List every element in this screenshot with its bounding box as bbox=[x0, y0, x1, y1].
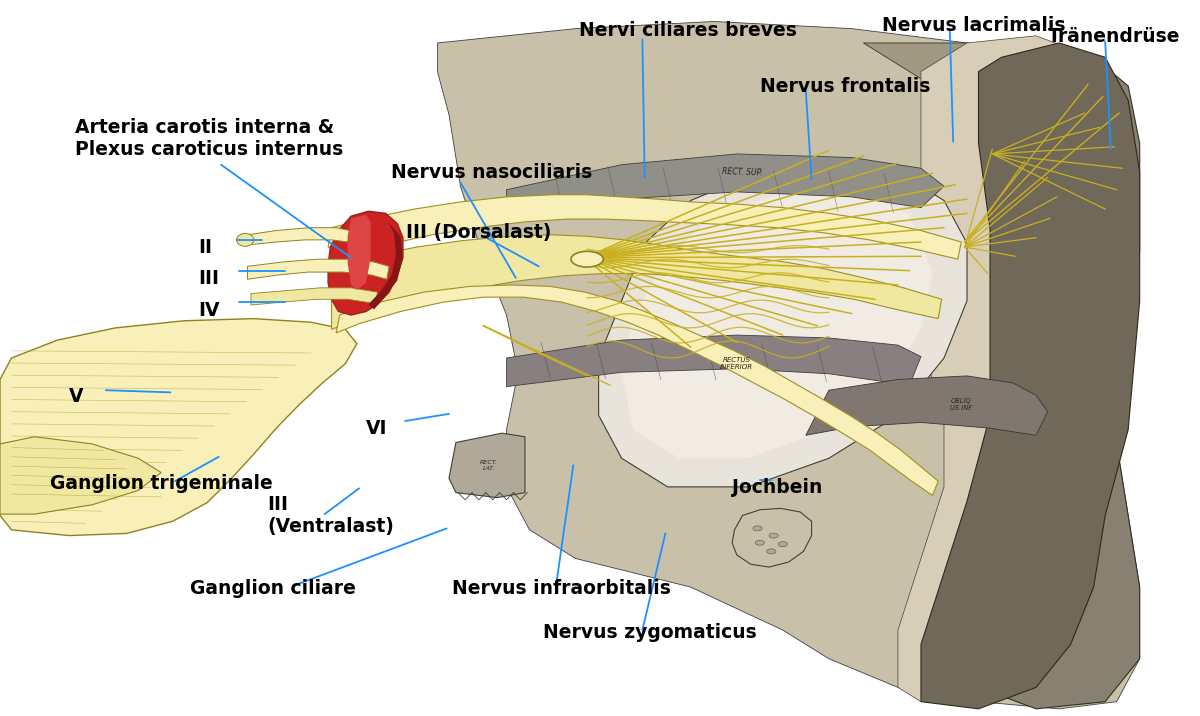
Polygon shape bbox=[336, 285, 938, 495]
Text: Nervus frontalis: Nervus frontalis bbox=[760, 77, 930, 97]
Text: RECT.
LAT.: RECT. LAT. bbox=[480, 460, 498, 471]
Text: II: II bbox=[198, 238, 212, 257]
Text: III: III bbox=[198, 269, 220, 289]
Text: Nervus lacrimalis: Nervus lacrimalis bbox=[882, 16, 1066, 35]
Text: Nervus infraorbitalis: Nervus infraorbitalis bbox=[452, 579, 671, 598]
Ellipse shape bbox=[779, 542, 787, 547]
Polygon shape bbox=[622, 186, 932, 458]
Polygon shape bbox=[348, 215, 371, 290]
Polygon shape bbox=[328, 211, 403, 315]
Polygon shape bbox=[331, 235, 942, 329]
Polygon shape bbox=[732, 508, 811, 567]
Polygon shape bbox=[0, 319, 356, 536]
Polygon shape bbox=[449, 433, 524, 498]
Text: V: V bbox=[70, 387, 84, 406]
Polygon shape bbox=[368, 222, 403, 309]
Ellipse shape bbox=[236, 233, 254, 246]
Polygon shape bbox=[247, 228, 350, 245]
Polygon shape bbox=[251, 288, 378, 305]
Text: Ganglion ciliare: Ganglion ciliare bbox=[190, 579, 356, 598]
Text: IV: IV bbox=[198, 301, 220, 320]
Polygon shape bbox=[863, 43, 1117, 430]
Polygon shape bbox=[247, 259, 389, 279]
Ellipse shape bbox=[755, 541, 764, 546]
Ellipse shape bbox=[752, 526, 762, 531]
Text: RECTUS
INFERIOR: RECTUS INFERIOR bbox=[720, 357, 754, 370]
Text: Tränendrüse: Tränendrüse bbox=[1048, 27, 1180, 47]
Ellipse shape bbox=[571, 251, 604, 267]
Polygon shape bbox=[944, 57, 1140, 709]
Polygon shape bbox=[898, 36, 1117, 702]
Polygon shape bbox=[328, 195, 961, 259]
Text: Jochbein: Jochbein bbox=[732, 478, 822, 498]
Ellipse shape bbox=[769, 533, 779, 538]
Polygon shape bbox=[438, 21, 1140, 709]
Polygon shape bbox=[599, 158, 967, 487]
Polygon shape bbox=[920, 43, 1140, 709]
Text: Nervus zygomaticus: Nervus zygomaticus bbox=[544, 623, 757, 642]
Text: Ganglion trigeminale: Ganglion trigeminale bbox=[49, 474, 272, 493]
Polygon shape bbox=[0, 437, 161, 514]
Polygon shape bbox=[506, 335, 920, 387]
Text: Nervi ciliares breves: Nervi ciliares breves bbox=[580, 21, 797, 41]
Ellipse shape bbox=[767, 549, 776, 554]
Text: RECT. SUP.: RECT. SUP. bbox=[722, 167, 763, 178]
Polygon shape bbox=[806, 376, 1048, 435]
Text: Nervus nasociliaris: Nervus nasociliaris bbox=[391, 163, 593, 183]
Text: OBLIQ
US INF.: OBLIQ US INF. bbox=[949, 398, 973, 411]
Text: III (Dorsalast): III (Dorsalast) bbox=[407, 223, 552, 243]
Text: Arteria carotis interna &
Plexus caroticus internus: Arteria carotis interna & Plexus carotic… bbox=[74, 118, 343, 159]
Text: III
(Ventralast): III (Ventralast) bbox=[268, 495, 394, 536]
Text: VI: VI bbox=[366, 419, 388, 438]
Polygon shape bbox=[506, 154, 944, 222]
